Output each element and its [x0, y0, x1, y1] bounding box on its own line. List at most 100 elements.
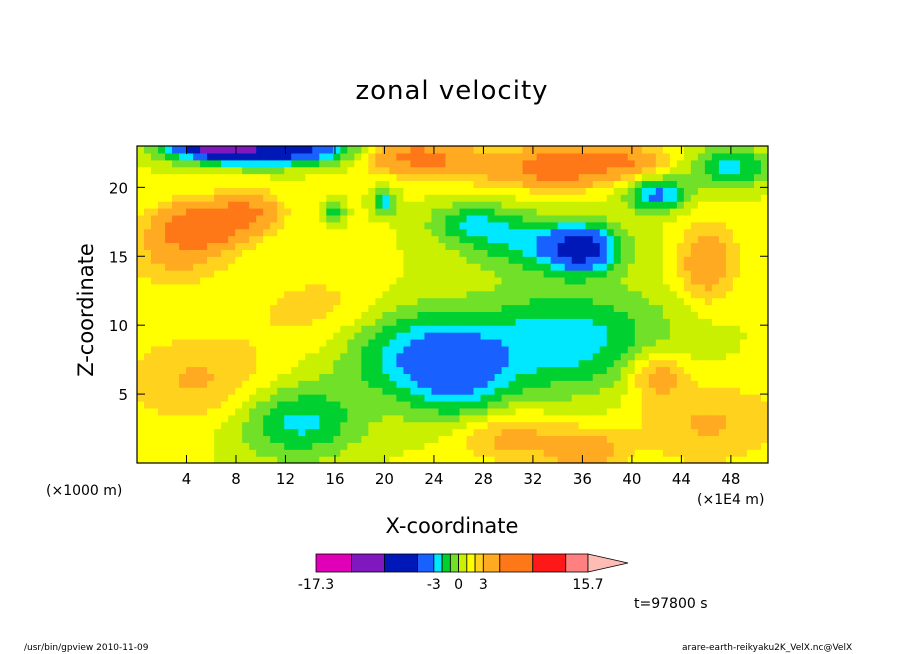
field-cell: [200, 187, 208, 195]
field-cell: [620, 256, 629, 264]
field-cell: [144, 359, 152, 368]
field-cell: [277, 221, 285, 230]
field-cell: [494, 201, 503, 209]
field-cell: [326, 221, 334, 230]
field-cell: [522, 325, 531, 333]
field-cell: [606, 325, 615, 333]
field-cell: [165, 435, 173, 443]
field-cell: [557, 442, 566, 450]
field-cell: [620, 318, 629, 326]
field-cell: [620, 421, 629, 430]
field-cell: [340, 194, 348, 202]
field-cell: [676, 201, 685, 209]
field-cell: [620, 173, 629, 182]
field-cell: [557, 304, 566, 312]
field-cell: [585, 146, 594, 154]
field-cell: [319, 173, 327, 182]
field-cell: [431, 456, 440, 463]
field-cell: [221, 159, 229, 168]
field-cell: [144, 373, 152, 381]
field-cell: [711, 256, 720, 264]
field-cell: [662, 304, 671, 312]
field-cell: [445, 400, 454, 409]
field-cell: [501, 201, 510, 209]
field-cell: [424, 311, 433, 319]
field-cell: [193, 304, 201, 312]
field-cell: [207, 380, 215, 388]
field-cell: [473, 318, 482, 326]
field-cell: [522, 456, 531, 463]
field-cell: [347, 387, 355, 395]
field-cell: [151, 166, 159, 175]
field-cell: [179, 276, 187, 285]
field-cell: [403, 421, 412, 430]
field-cell: [669, 352, 678, 361]
field-cell: [179, 180, 187, 188]
field-cell: [165, 359, 173, 368]
field-cell: [312, 442, 320, 450]
field-cell: [683, 338, 692, 347]
field-cell: [424, 228, 433, 237]
field-cell: [165, 428, 173, 437]
field-cell: [760, 242, 768, 250]
field-cell: [557, 276, 566, 285]
field-cell: [291, 152, 299, 161]
field-cell: [263, 201, 271, 209]
field-cell: [494, 345, 503, 354]
field-cell: [648, 449, 657, 457]
field-cell: [200, 214, 208, 223]
field-cell: [228, 421, 236, 430]
field-cell: [396, 235, 405, 244]
field-cell: [571, 407, 580, 416]
field-cell: [592, 194, 601, 202]
field-cell: [452, 435, 461, 443]
field-cell: [578, 394, 587, 402]
field-cell: [655, 187, 664, 195]
field-cell: [228, 338, 236, 347]
field-cell: [459, 435, 468, 443]
field-cell: [137, 449, 145, 457]
field-cell: [137, 407, 145, 416]
field-cell: [151, 270, 159, 278]
field-cell: [697, 201, 706, 209]
field-cell: [410, 407, 419, 416]
field-cell: [242, 366, 250, 375]
field-cell: [396, 228, 405, 237]
field-cell: [305, 249, 313, 257]
field-cell: [298, 435, 306, 443]
field-cell: [697, 283, 706, 292]
field-cell: [760, 221, 768, 230]
field-cell: [417, 311, 426, 319]
field-cell: [683, 297, 692, 306]
field-cell: [375, 345, 383, 354]
field-cell: [389, 290, 398, 299]
field-cell: [620, 442, 629, 450]
field-cell: [732, 228, 741, 237]
field-cell: [732, 270, 741, 278]
field-cell: [277, 311, 285, 319]
field-cell: [445, 373, 454, 381]
field-cell: [235, 332, 243, 340]
field-cell: [291, 352, 299, 361]
field-cell: [746, 352, 755, 361]
field-cell: [711, 449, 720, 457]
field-cell: [403, 201, 412, 209]
field-cell: [753, 290, 762, 299]
field-cell: [592, 187, 601, 195]
field-cell: [473, 180, 482, 188]
field-cell: [186, 249, 194, 257]
field-cell: [557, 414, 566, 423]
field-cell: [340, 270, 348, 278]
field-cell: [165, 290, 173, 299]
field-cell: [557, 194, 566, 202]
field-cell: [389, 442, 398, 450]
field-cell: [599, 283, 608, 292]
field-cell: [263, 221, 271, 230]
field-cell: [487, 146, 496, 154]
field-cell: [186, 332, 194, 340]
field-cell: [480, 442, 489, 450]
field-cell: [746, 283, 755, 292]
field-cell: [592, 359, 601, 368]
field-cell: [557, 249, 566, 257]
field-cell: [200, 311, 208, 319]
